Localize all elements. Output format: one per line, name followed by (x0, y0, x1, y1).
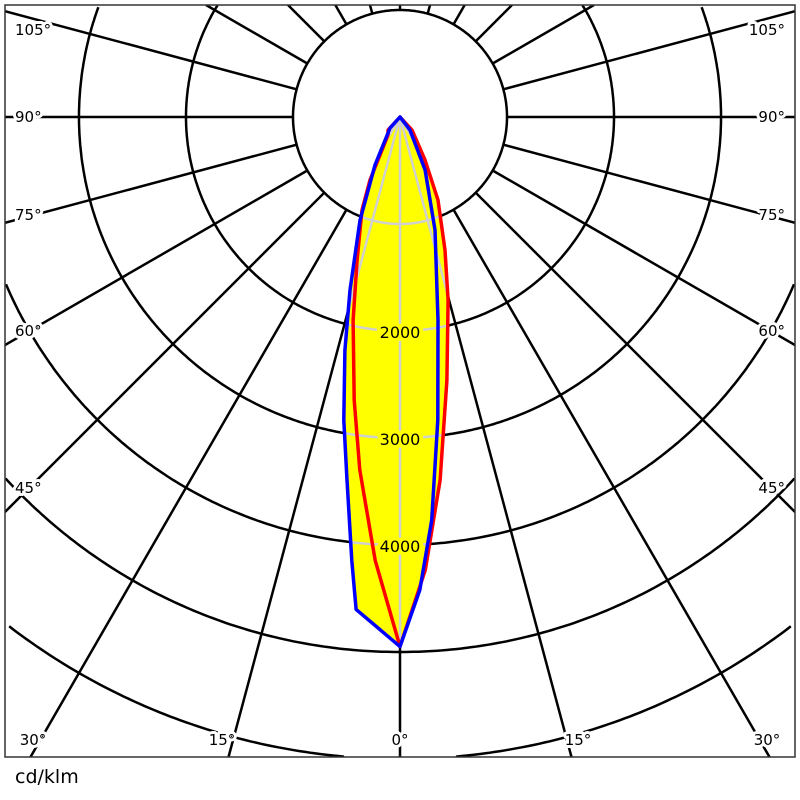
angle-label-right-45: 45° (758, 479, 785, 497)
angle-label-left-105: 105° (15, 21, 51, 39)
inner-grid (343, 117, 449, 647)
radial-line-60 (492, 169, 795, 347)
radial-label-2000: 2000 (380, 323, 421, 342)
radial-line-150 (452, 5, 466, 25)
radial-label-4000: 4000 (380, 537, 421, 556)
chart-frame (4, 4, 796, 758)
angle-label-bottom-0: 0° (391, 731, 408, 749)
radial-line-165 (426, 5, 432, 14)
angle-label-bottom-15-left: 15° (209, 731, 236, 749)
angle-label-bottom-30-right: 30° (754, 731, 781, 749)
radial-line--30 (29, 209, 348, 757)
radial-line--105 (5, 9, 297, 91)
radial-line-75 (503, 143, 795, 225)
radial-line-120 (492, 5, 595, 65)
radial-line-15 (426, 220, 573, 757)
radial-line--135 (287, 5, 326, 43)
radial-line--60 (5, 169, 308, 347)
radial-line-inner-15 (398, 117, 449, 647)
radial-label-3000: 3000 (380, 430, 421, 449)
angle-label-left-90: 90° (15, 108, 42, 126)
series-1-curve (342, 115, 440, 649)
ring-2000 (184, 5, 616, 333)
angle-label-left-45: 45° (15, 479, 42, 497)
angle-label-right-60: 60° (758, 322, 785, 340)
ring-6000 (8, 625, 792, 757)
radial-line--45 (5, 191, 326, 513)
angle-label-bottom-15-right: 15° (565, 731, 592, 749)
angle-label-bottom-30-left: 30° (20, 731, 47, 749)
radial-line-inner--15 (343, 117, 402, 647)
angle-label-left-60: 60° (15, 322, 42, 340)
radial-line-30 (452, 209, 771, 757)
angle-label-right-105: 105° (749, 21, 785, 39)
labels: 105° 90° 75° 60° 45° 105° 90° 75° 60° 45… (12, 18, 788, 752)
ring-3000 (77, 6, 723, 440)
ring-5000 (5, 477, 795, 654)
radial-line-45 (474, 191, 795, 513)
radial-line--165 (368, 5, 374, 14)
radial-line--150 (334, 5, 348, 25)
radial-line--75 (5, 143, 297, 225)
radial-line--120 (205, 5, 308, 65)
radial-line-135 (474, 5, 513, 43)
unit-label: cd/klm (15, 766, 79, 788)
angle-label-right-90: 90° (758, 108, 785, 126)
ring-4000 (5, 283, 795, 547)
angle-label-right-75: 75° (758, 206, 785, 224)
angle-label-left-75: 75° (15, 206, 42, 224)
polar-grid (5, 5, 795, 757)
curves (342, 115, 450, 649)
radial-line-105 (503, 9, 795, 91)
